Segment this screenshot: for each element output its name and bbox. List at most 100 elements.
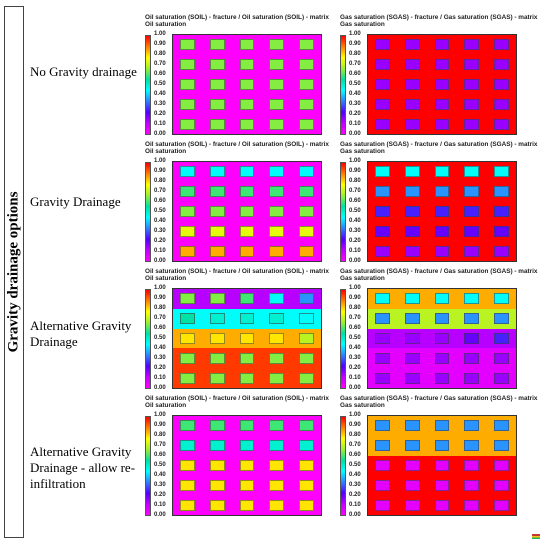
fracture-cell — [368, 94, 398, 115]
matrix-block — [464, 245, 479, 257]
fracture-cell — [486, 328, 516, 349]
panel-subtitle: Oil saturation — [145, 275, 187, 282]
fracture-cell — [427, 289, 457, 309]
fracture-cell — [261, 94, 292, 115]
matrix-block — [209, 98, 225, 110]
matrix-block — [434, 205, 450, 218]
fracture-cell — [202, 221, 233, 242]
fracture-cell — [232, 368, 262, 388]
fracture-cell — [397, 241, 428, 261]
panel-subtitle: Oil saturation — [145, 148, 187, 155]
fracture-cell — [456, 162, 487, 182]
fracture-cell — [261, 241, 292, 261]
fracture-cell — [173, 368, 203, 388]
fracture-cell — [368, 221, 398, 242]
colorbar — [340, 35, 346, 135]
fracture-cell — [261, 495, 292, 515]
fracture-cell — [427, 348, 457, 369]
matrix-block — [209, 313, 225, 325]
colorbar-tick-label: 0.50 — [349, 81, 361, 87]
fracture-cell — [397, 328, 428, 349]
fracture-cell — [456, 348, 487, 369]
fracture-cell — [261, 201, 292, 222]
fracture-cell — [368, 241, 398, 261]
matrix-block — [180, 39, 196, 51]
matrix-block — [464, 459, 479, 472]
matrix-block — [298, 372, 314, 384]
matrix-block — [298, 293, 314, 305]
matrix-block — [404, 459, 420, 472]
row-label-alternative-reinfiltration: Alternative Gravity Drainage - allow re-… — [30, 444, 136, 491]
fracture-cell — [486, 162, 516, 182]
panel-title: Oil saturation (SOIL) - fracture / Oil s… — [145, 14, 329, 21]
saturation-grid — [172, 161, 322, 262]
matrix-block — [434, 59, 450, 71]
matrix-block — [209, 479, 225, 491]
matrix-block — [239, 118, 255, 130]
matrix-block — [209, 166, 225, 178]
fracture-cell — [368, 114, 398, 134]
colorbar-tick-label: 0.30 — [349, 101, 361, 107]
colorbar-tick-label: 0.90 — [154, 41, 166, 47]
colorbar-ticks: 1.00 0.90 0.80 0.70 0.60 0.50 0.40 0.30 0.20 0.10… — [349, 285, 369, 393]
colorbar-tick-label: 0.30 — [154, 355, 166, 361]
matrix-block — [464, 78, 479, 91]
fracture-cell — [202, 54, 233, 75]
matrix-block — [298, 166, 314, 178]
matrix-block — [180, 479, 196, 491]
matrix-block — [464, 372, 479, 384]
fracture-cell — [456, 181, 487, 202]
colorbar-tick-label: 0.40 — [349, 472, 361, 478]
matrix-block — [464, 352, 479, 364]
fracture-cell — [173, 201, 203, 222]
fracture-cell — [232, 181, 262, 202]
fracture-cell — [291, 455, 321, 476]
matrix-block — [239, 245, 255, 257]
side-label-frame — [4, 6, 24, 538]
fracture-cell — [261, 54, 292, 75]
colorbar-tick-label: 0.50 — [154, 335, 166, 341]
colorbar-ticks: 1.00 0.90 0.80 0.70 0.60 0.50 0.40 0.30 0.20 0.10… — [349, 31, 369, 139]
fracture-cell — [232, 289, 262, 309]
fracture-cell — [202, 308, 233, 329]
matrix-block — [239, 420, 255, 432]
fracture-cell — [486, 348, 516, 369]
matrix-block — [375, 440, 391, 452]
colorbar-tick-label: 0.10 — [349, 502, 361, 508]
matrix-block — [375, 352, 391, 364]
fracture-cell — [427, 114, 457, 134]
matrix-block — [493, 313, 509, 325]
fracture-cell — [202, 181, 233, 202]
fracture-cell — [368, 54, 398, 75]
fracture-cell — [291, 181, 321, 202]
matrix-block — [493, 225, 509, 237]
fracture-cell — [173, 54, 203, 75]
fracture-cell — [368, 495, 398, 515]
fracture-cell — [397, 54, 428, 75]
fracture-cell — [232, 348, 262, 369]
matrix-block — [269, 98, 284, 110]
fracture-cell — [397, 221, 428, 242]
fracture-cell — [486, 289, 516, 309]
colorbar-tick-label: 0.30 — [154, 482, 166, 488]
matrix-block — [269, 499, 284, 511]
colorbar-tick-label: 0.00 — [349, 512, 361, 518]
fracture-cell — [397, 201, 428, 222]
matrix-block — [493, 245, 509, 257]
saturation-grid — [367, 161, 517, 262]
matrix-block — [298, 245, 314, 257]
panel-subtitle: Gas saturation — [340, 275, 385, 282]
matrix-block — [464, 98, 479, 110]
fracture-cell — [368, 308, 398, 329]
colorbar-tick-label: 0.70 — [154, 188, 166, 194]
matrix-block — [269, 59, 284, 71]
fracture-cell — [427, 35, 457, 55]
matrix-block — [239, 459, 255, 472]
matrix-block — [209, 39, 225, 51]
panel-title: Gas saturation (SGAS) - fracture / Gas s… — [340, 14, 538, 21]
colorbar-tick-label: 0.80 — [349, 432, 361, 438]
matrix-block — [434, 459, 450, 472]
matrix-block — [209, 186, 225, 198]
matrix-block — [404, 245, 420, 257]
matrix-block — [209, 59, 225, 71]
